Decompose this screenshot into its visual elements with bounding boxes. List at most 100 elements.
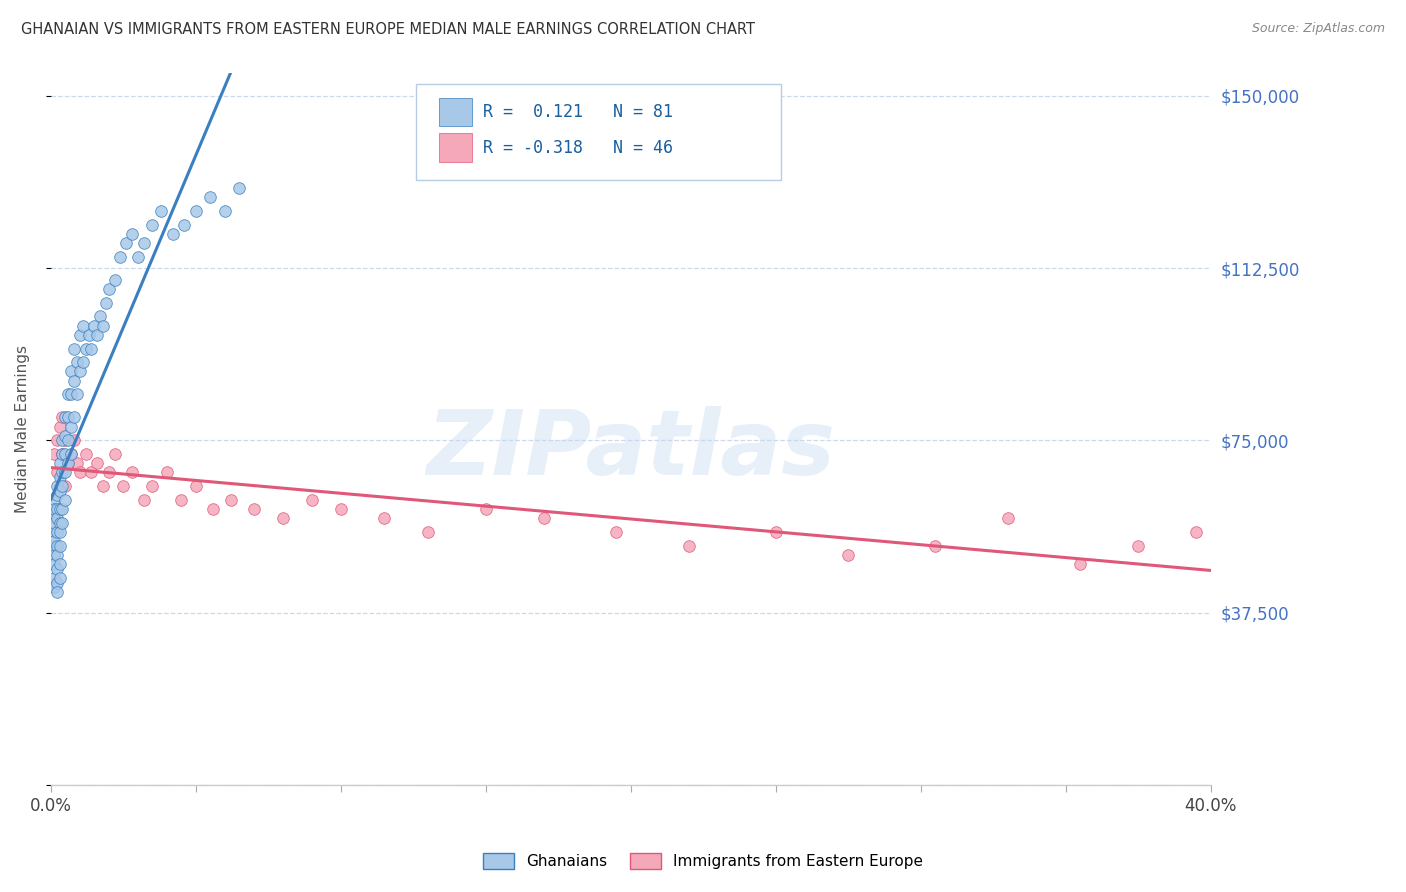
Point — [58, 410, 80, 425]
Point — [42, 548, 65, 562]
Point — [58, 387, 80, 401]
Point — [184, 203, 207, 218]
Point — [45, 575, 67, 590]
Point — [45, 548, 67, 562]
Point — [112, 479, 135, 493]
Point — [51, 502, 73, 516]
Point — [132, 493, 155, 508]
Point — [42, 558, 65, 572]
Point — [63, 410, 86, 425]
Point — [150, 203, 173, 218]
Point — [53, 466, 76, 480]
Point — [997, 511, 1019, 525]
Point — [86, 327, 108, 342]
Point — [173, 218, 195, 232]
Point — [104, 272, 127, 286]
Point — [202, 502, 225, 516]
Point — [48, 470, 70, 484]
Point — [53, 434, 76, 448]
FancyBboxPatch shape — [439, 98, 472, 127]
Point — [42, 511, 65, 525]
Point — [42, 516, 65, 530]
Point — [53, 493, 76, 508]
Text: ZIPatlas: ZIPatlas — [426, 406, 835, 494]
Point — [51, 434, 73, 448]
Point — [42, 539, 65, 553]
Point — [45, 562, 67, 576]
Point — [127, 250, 149, 264]
Point — [97, 466, 120, 480]
FancyBboxPatch shape — [416, 84, 782, 180]
Point — [51, 410, 73, 425]
Point — [48, 483, 70, 498]
Point — [51, 479, 73, 493]
Point — [69, 466, 91, 480]
Point — [69, 327, 91, 342]
Point — [63, 434, 86, 448]
Text: Source: ZipAtlas.com: Source: ZipAtlas.com — [1251, 22, 1385, 36]
Point — [48, 502, 70, 516]
Point — [60, 419, 83, 434]
Point — [329, 502, 352, 516]
Y-axis label: Median Male Earnings: Median Male Earnings — [15, 345, 30, 513]
Point — [1185, 525, 1208, 540]
Point — [271, 511, 294, 525]
Point — [80, 466, 103, 480]
Point — [42, 580, 65, 594]
Text: GHANAIAN VS IMMIGRANTS FROM EASTERN EUROPE MEDIAN MALE EARNINGS CORRELATION CHAR: GHANAIAN VS IMMIGRANTS FROM EASTERN EURO… — [21, 22, 755, 37]
Point — [51, 516, 73, 530]
Point — [58, 434, 80, 448]
Point — [75, 447, 97, 461]
Point — [605, 525, 627, 540]
Point — [121, 466, 143, 480]
Point — [45, 585, 67, 599]
Point — [53, 479, 76, 493]
Point — [58, 456, 80, 470]
Point — [924, 539, 946, 553]
Point — [66, 355, 89, 369]
Point — [121, 227, 143, 241]
Point — [45, 502, 67, 516]
Point — [72, 355, 94, 369]
Point — [60, 447, 83, 461]
Point — [214, 203, 236, 218]
Point — [51, 466, 73, 480]
Point — [228, 181, 250, 195]
Point — [1126, 539, 1149, 553]
Point — [45, 511, 67, 525]
Point — [45, 479, 67, 493]
Point — [45, 434, 67, 448]
Point — [48, 456, 70, 470]
Point — [83, 318, 105, 333]
Point — [48, 516, 70, 530]
Point — [42, 502, 65, 516]
Point — [48, 558, 70, 572]
Point — [678, 539, 700, 553]
Point — [60, 364, 83, 378]
Point — [48, 539, 70, 553]
Point — [156, 466, 179, 480]
Point — [48, 525, 70, 540]
Point — [53, 410, 76, 425]
Point — [242, 502, 264, 516]
Point — [53, 429, 76, 443]
Point — [48, 479, 70, 493]
Point — [58, 456, 80, 470]
Point — [219, 493, 242, 508]
Point — [162, 227, 184, 241]
Point — [66, 387, 89, 401]
Point — [765, 525, 787, 540]
Point — [60, 447, 83, 461]
Point — [97, 282, 120, 296]
Point — [42, 534, 65, 549]
Legend: Ghanaians, Immigrants from Eastern Europe: Ghanaians, Immigrants from Eastern Europ… — [477, 847, 929, 875]
Point — [63, 342, 86, 356]
Point — [373, 511, 395, 525]
Point — [48, 571, 70, 585]
Point — [75, 342, 97, 356]
Point — [66, 456, 89, 470]
Point — [63, 374, 86, 388]
Point — [200, 190, 222, 204]
Point — [77, 327, 100, 342]
Point — [45, 488, 67, 502]
